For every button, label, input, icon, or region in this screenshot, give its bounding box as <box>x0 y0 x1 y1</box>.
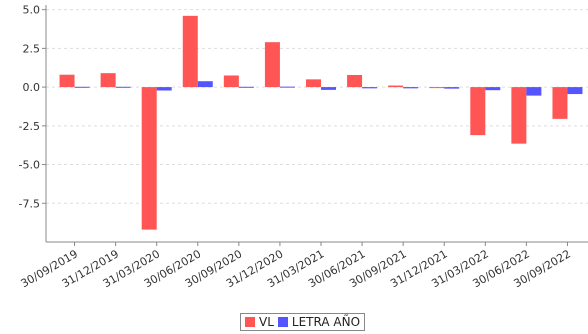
bar-letra-8 <box>403 87 419 89</box>
bar-vl-5 <box>264 42 280 88</box>
bar-vl-3 <box>182 15 198 88</box>
grid-lines <box>46 9 588 204</box>
bar-letra-10 <box>485 87 501 91</box>
bar-vl-12 <box>552 87 568 119</box>
bar-letra-6 <box>321 87 336 90</box>
legend-label-letra: LETRA AÑO <box>291 315 361 329</box>
bar-vl-6 <box>306 79 321 88</box>
bar-letra-12 <box>567 87 583 95</box>
legend-swatch-vl <box>245 317 255 327</box>
y-tick-label: 2.5 <box>23 42 41 55</box>
bar-vl-2 <box>141 87 157 230</box>
bar-vl-7 <box>347 75 363 88</box>
bar-vl-11 <box>511 87 527 144</box>
y-tick-label: -5.0 <box>19 159 40 172</box>
bar-letra-5 <box>279 86 295 88</box>
y-axis-ticks: 5.0 2.5 0.0 -2.5 -5.0 -7.5 <box>19 4 46 210</box>
y-tick-label: -2.5 <box>19 120 40 133</box>
legend-label-vl: VL <box>259 315 274 329</box>
bar-letra-4 <box>238 86 254 88</box>
y-tick-label: -7.5 <box>19 197 40 210</box>
legend: VL LETRA AÑO <box>240 313 366 331</box>
x-axis-ticks: 30/09/201931/12/201931/03/202030/06/2020… <box>19 242 573 290</box>
bar-vl-10 <box>470 87 486 136</box>
bar-vl-4 <box>223 75 239 88</box>
bar-letra-0 <box>74 86 90 88</box>
y-tick-label: 5.0 <box>23 4 41 17</box>
bar-letra-9 <box>444 87 460 89</box>
bar-vl-0 <box>59 74 75 88</box>
bar-letra-2 <box>156 87 172 91</box>
bar-letra-7 <box>362 87 378 89</box>
bar-vl-9 <box>429 87 445 89</box>
bar-vl-8 <box>388 85 404 88</box>
legend-swatch-letra <box>277 317 288 327</box>
bar-vl-1 <box>100 73 116 88</box>
bar-letra-1 <box>115 86 131 88</box>
bar-letra-3 <box>197 81 213 88</box>
bars <box>59 15 583 230</box>
y-tick-label: 0.0 <box>23 81 41 94</box>
bar-letra-11 <box>526 87 542 96</box>
legend-item-letra: LETRA AÑO <box>277 315 361 329</box>
legend-item-vl: VL <box>245 315 274 329</box>
